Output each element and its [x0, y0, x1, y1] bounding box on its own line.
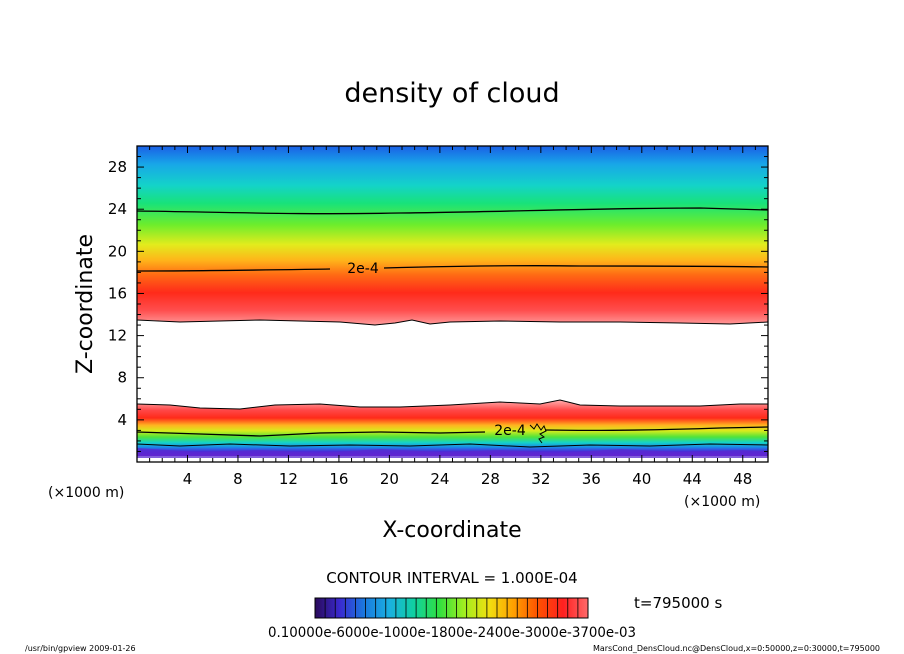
x-tick-label: 16 [329, 470, 348, 488]
time-label: t=795000 s [634, 594, 722, 612]
x-tick-label: 44 [683, 470, 702, 488]
surface-noise-band [137, 448, 768, 458]
contour-label: 2e-4 [494, 423, 526, 439]
x-axis-label: X-coordinate [382, 518, 521, 543]
contour-line-lower [137, 426, 768, 437]
contour-line-lower-top [137, 399, 768, 410]
x-tick-label: 12 [279, 470, 298, 488]
lower-cloud-layer [137, 400, 768, 456]
x-unit-label: (×1000 m) [48, 485, 124, 501]
y-tick-label: 20 [108, 242, 127, 260]
x-axis: 4 8 12 16 20 24 28 32 36 40 44 48 [149, 146, 756, 488]
y-axis-label: Z-coordinate [73, 234, 98, 374]
contour-line-upper-base [137, 319, 768, 326]
x-tick-label: 32 [531, 470, 550, 488]
colorbar-bar [314, 597, 589, 619]
x-tick-label: 20 [380, 470, 399, 488]
contour-line-upper [137, 264, 768, 272]
footer-left: /usr/bin/gpview 2009-01-26 [25, 644, 136, 653]
chart-title: density of cloud [344, 78, 559, 109]
upper-cloud-layer [137, 146, 768, 325]
contour-line-24 [137, 207, 768, 215]
colorbar: 0.10000e-6000e-1000e-1800e-2400e-3000e-3… [268, 597, 636, 641]
x-tick-label: 24 [430, 470, 449, 488]
x-tick-label: 28 [481, 470, 500, 488]
y-axis: 4 8 12 16 20 24 28 [108, 156, 768, 452]
contour-line-near-surface [137, 443, 768, 448]
x-tick-label: 8 [233, 470, 243, 488]
x-unit-label-right: (×1000 m) [684, 494, 760, 510]
y-tick-label: 16 [108, 284, 127, 302]
x-tick-label: 48 [733, 470, 752, 488]
x-tick-label: 40 [632, 470, 651, 488]
plot-area: 2e-4 2e-4 [137, 146, 768, 462]
contour-interval-text: CONTOUR INTERVAL = 1.000E-04 [326, 569, 577, 587]
x-tick-label: 4 [183, 470, 193, 488]
x-tick-label: 36 [582, 470, 601, 488]
y-tick-label: 28 [108, 158, 127, 176]
contour-label: 2e-4 [347, 261, 379, 277]
footer-right: MarsCond_DensCloud.nc@DensCloud,x=0:5000… [593, 644, 880, 653]
contour-scribble [529, 423, 547, 444]
colorbar-tick-labels: 0.10000e-6000e-1000e-1800e-2400e-3000e-3… [268, 625, 636, 641]
y-tick-label: 4 [117, 411, 127, 429]
y-tick-label: 8 [117, 369, 127, 387]
colorbar-ticks [324, 598, 579, 618]
y-tick-label: 12 [108, 327, 127, 345]
y-tick-label: 24 [108, 200, 127, 218]
